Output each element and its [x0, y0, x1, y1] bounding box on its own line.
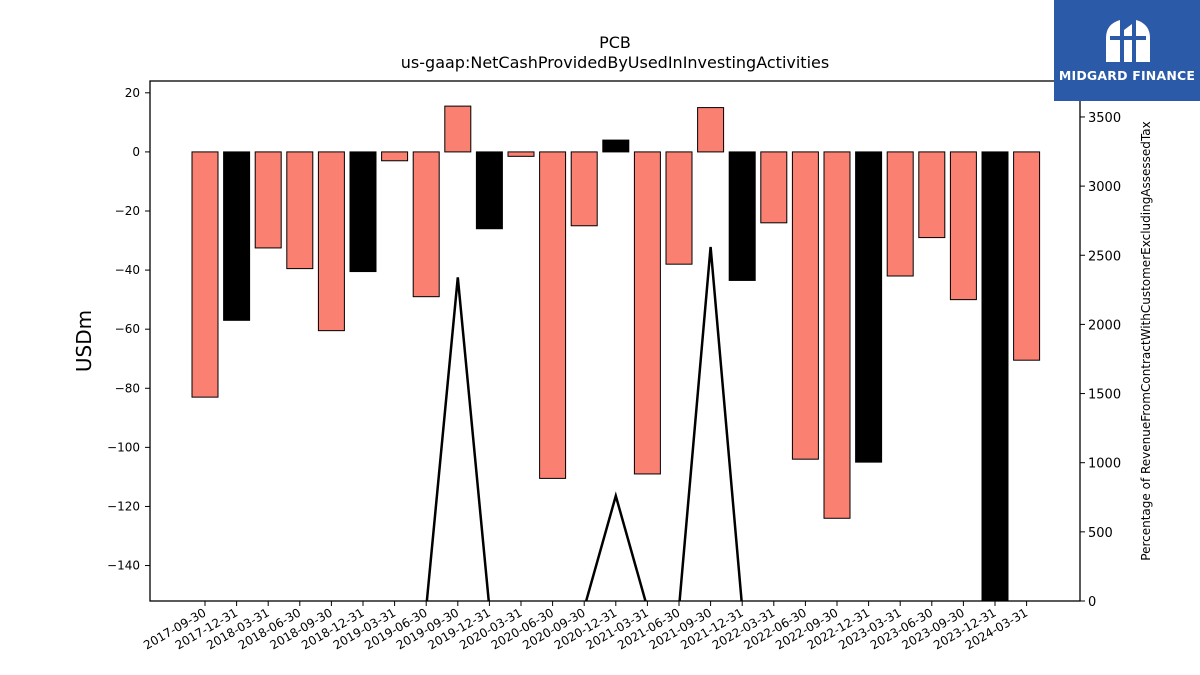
bar-2023-06-30: [918, 151, 946, 239]
y2-axis-label: Percentage of RevenueFromContractWithCus…: [1139, 121, 1153, 560]
y-tick-label: 0: [132, 145, 140, 159]
y-tick-label: −40: [115, 263, 140, 277]
bar-2023-12-31: [981, 151, 1009, 601]
y2-tick-label: 2500: [1088, 249, 1121, 264]
logo-text: MIDGARD FINANCE: [1058, 68, 1196, 83]
bar-2024-03-31: [1013, 151, 1041, 361]
bar-2019-06-30: [412, 151, 440, 298]
line-group: [425, 246, 743, 601]
y2-tick-label: 3500: [1088, 111, 1121, 126]
bar-2018-12-31: [349, 151, 377, 273]
y2-tick-label: 500: [1088, 526, 1113, 541]
y-tick-label: −140: [107, 559, 140, 573]
midgard-finance-logo: MIDGARD FINANCE: [1054, 0, 1200, 101]
y-tick-label: −20: [115, 204, 140, 218]
bar-2022-12-31: [855, 151, 883, 463]
bar-2018-03-31: [254, 151, 282, 249]
bar-2020-06-30: [539, 151, 567, 479]
bar-2017-09-30: [191, 151, 219, 398]
chart-subtitle: us-gaap:NetCashProvidedByUsedInInvesting…: [401, 53, 829, 72]
y2-tick-label: 1000: [1088, 457, 1121, 472]
bar-2022-03-31: [760, 151, 788, 224]
bar-2021-03-31: [633, 151, 661, 475]
bar-2020-09-30: [570, 151, 598, 227]
bar-2020-12-31: [602, 139, 630, 153]
bar-2019-03-31: [381, 151, 409, 162]
bar-2019-09-30: [444, 105, 472, 153]
y-tick-label: −120: [107, 499, 140, 513]
bar-2019-12-31: [475, 151, 503, 230]
logo-mark-icon: [1106, 20, 1150, 62]
y2-tick-label: 2000: [1088, 318, 1121, 333]
y-axis-label: USDm: [72, 310, 96, 372]
chart-title: PCB: [599, 33, 631, 52]
bar-2020-03-31: [507, 151, 535, 157]
plot-frame: [149, 80, 1081, 602]
y2-tick-label: 0: [1088, 595, 1096, 610]
y-tick-label: −80: [115, 381, 140, 395]
y2-tick-label: 3000: [1088, 180, 1121, 195]
bar-2017-12-31: [223, 151, 251, 321]
bar-2023-09-30: [949, 151, 977, 301]
bar-2021-06-30: [665, 151, 693, 265]
bars-group: [191, 105, 1041, 601]
bar-2021-09-30: [697, 107, 725, 153]
bar-2022-06-30: [791, 151, 819, 460]
y-tick-label: 20: [125, 86, 140, 100]
y-tick-label: −60: [115, 322, 140, 336]
y2-tick-label: 1500: [1088, 388, 1121, 403]
bar-2021-12-31: [728, 151, 756, 281]
bar-2018-09-30: [317, 151, 345, 332]
bar-2018-06-30: [286, 151, 314, 270]
line-series: [425, 246, 743, 601]
y-tick-label: −100: [107, 440, 140, 454]
bar-2023-03-31: [886, 151, 914, 277]
bar-2022-09-30: [823, 151, 851, 519]
